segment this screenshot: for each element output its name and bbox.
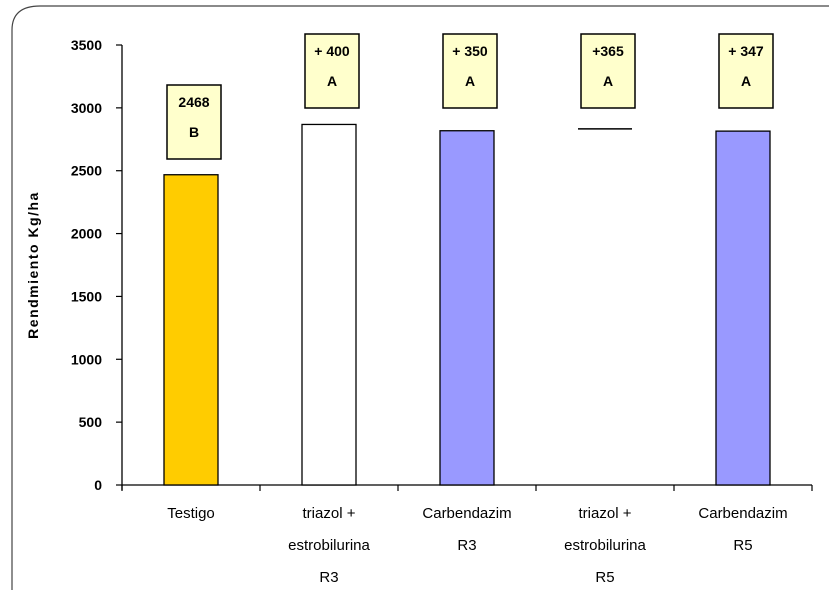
y-axis-label-group: Rendmiento Kg/ha	[25, 191, 41, 339]
x-tick-label: estrobilurina	[288, 537, 370, 554]
annotation-box	[166, 84, 222, 160]
x-tick-label: R3	[319, 569, 338, 586]
y-axis-title: Rendmiento Kg/ha	[25, 191, 41, 339]
bar	[301, 123, 357, 486]
x-tick-label: Carbendazim	[698, 505, 787, 522]
bar	[163, 174, 219, 486]
x-tick-label: Carbendazim	[422, 505, 511, 522]
y-tick-label: 0	[94, 477, 102, 493]
x-axis	[121, 484, 813, 491]
annotation-group: A	[741, 73, 751, 89]
y-axis: 0 500 1000 1500 2000 2500 3000 3500	[71, 37, 123, 493]
annotation-value: 2468	[178, 94, 209, 110]
y-tick-label: 500	[79, 414, 103, 430]
annotation-box	[304, 33, 360, 109]
annotations: 2468 B + 400 A + 350 A +365 A + 347 A	[166, 33, 774, 160]
annotation-group: A	[465, 73, 475, 89]
bars	[163, 123, 771, 486]
y-tick-label: 1000	[71, 351, 102, 367]
chart-border	[11, 5, 829, 590]
y-tick-label: 1500	[71, 288, 102, 304]
x-tick-label: estrobilurina	[564, 537, 646, 554]
annotation-value: + 347	[728, 43, 764, 59]
x-tick-label: triazol +	[579, 505, 632, 522]
y-tick-label: 3000	[71, 100, 102, 116]
x-labels: Testigo triazol + estrobilurina R3 Carbendaz…	[167, 505, 787, 586]
x-tick-label: triazol +	[303, 505, 356, 522]
annotation-value: + 400	[314, 43, 350, 59]
annotation-group: A	[603, 73, 613, 89]
x-tick-label: R3	[457, 537, 476, 554]
annotation-box	[718, 33, 774, 109]
x-tick-label: Testigo	[167, 505, 215, 522]
y-tick-label: 2000	[71, 226, 102, 242]
x-tick-label: R5	[595, 569, 614, 586]
x-tick-label: R5	[733, 537, 752, 554]
y-tick-label: 3500	[71, 37, 102, 53]
annotation-box	[580, 33, 636, 109]
bar	[439, 130, 495, 486]
annotation-group: A	[327, 73, 337, 89]
annotation-value: + 350	[452, 43, 488, 59]
annotation-value: +365	[592, 43, 624, 59]
annotation-box	[442, 33, 498, 109]
bar	[715, 130, 771, 486]
y-tick-label: 2500	[71, 163, 102, 179]
annotation-group: B	[189, 124, 199, 140]
